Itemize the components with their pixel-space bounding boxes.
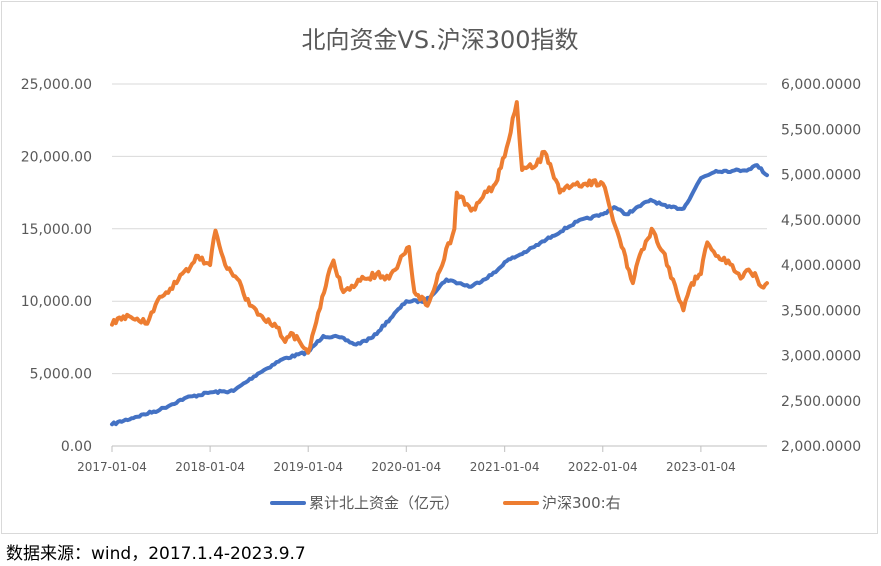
x-axis: 2017-01-04 2018-01-04 2019-01-04 2020-01-04…	[77, 445, 767, 474]
series-line-northbound	[110, 163, 769, 427]
right-tick-label: 5,500.0000	[781, 122, 861, 138]
right-tick-label: 3,000.0000	[781, 349, 861, 365]
right-tick-label: 6,000.0000	[781, 77, 861, 93]
right-tick-label: 5,000.0000	[781, 168, 861, 184]
left-tick-label: 15,000.00	[21, 222, 92, 238]
x-tick-label: 2017-01-04	[77, 460, 147, 474]
legend-label: 累计北上资金（亿元）	[309, 494, 459, 512]
x-tick-label: 2018-01-04	[175, 460, 245, 474]
x-tick-label: 2022-01-04	[568, 460, 638, 474]
x-tick-label: 2021-01-04	[470, 460, 540, 474]
right-tick-label: 4,500.0000	[781, 213, 861, 229]
left-tick-label: 5,000.00	[30, 367, 92, 383]
chart: 北向资金VS.沪深300指数 0.00 5,000.00 10,000.00 15,0…	[21, 26, 861, 512]
right-tick-label: 4,000.0000	[781, 258, 861, 274]
plot-area	[110, 100, 769, 427]
right-y-axis: 2,000.0000 2,500.0000 3,000.0000 3,500.0000…	[781, 77, 861, 455]
source-note: 数据来源：wind，2017.1.4-2023.9.7	[6, 544, 306, 564]
left-tick-label: 10,000.00	[21, 294, 92, 310]
left-tick-label: 0.00	[61, 439, 92, 455]
left-y-axis: 0.00 5,000.00 10,000.00 15,000.00 20,000.00 2…	[21, 77, 92, 455]
series-line-csi300	[110, 100, 769, 355]
legend: 累计北上资金（亿元） 沪深300:右	[270, 494, 621, 512]
legend-label: 沪深300:右	[542, 494, 621, 512]
right-tick-label: 3,500.0000	[781, 303, 861, 319]
left-tick-label: 20,000.00	[21, 149, 92, 165]
right-tick-label: 2,500.0000	[781, 394, 861, 410]
x-tick-label: 2020-01-04	[371, 460, 441, 474]
right-tick-label: 2,000.0000	[781, 439, 861, 455]
x-tick-label: 2019-01-04	[273, 460, 343, 474]
x-tick-label: 2023-01-04	[666, 460, 736, 474]
left-tick-label: 25,000.00	[21, 77, 92, 93]
chart-title: 北向资金VS.沪深300指数	[301, 26, 578, 54]
